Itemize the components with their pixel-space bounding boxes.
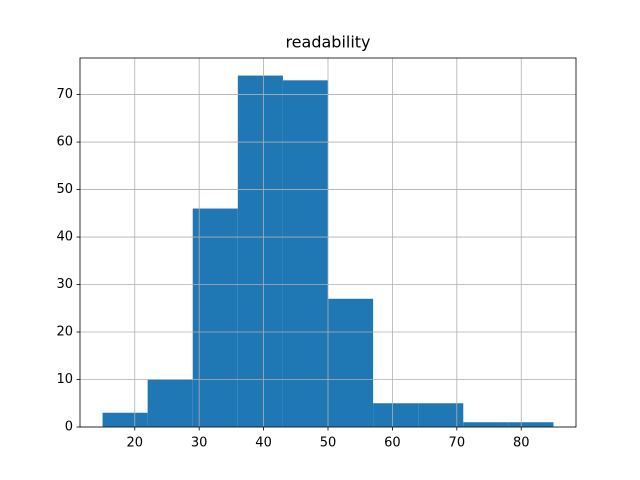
x-tick-label: 60	[384, 436, 401, 451]
x-tick-label: 40	[255, 436, 272, 451]
y-tick-label: 40	[56, 230, 73, 245]
x-tick-label: 20	[126, 436, 143, 451]
y-tick-label: 70	[56, 87, 73, 102]
bar	[282, 80, 328, 427]
bar	[508, 422, 554, 427]
bar	[192, 208, 238, 427]
y-tick-label: 30	[56, 277, 73, 292]
bar	[237, 75, 283, 428]
bar	[102, 412, 148, 427]
x-tick-label: 80	[513, 436, 530, 451]
y-tick-label: 50	[56, 182, 73, 197]
plot-frame	[79, 57, 577, 428]
chart-title: readability	[285, 33, 370, 52]
y-tick-label: 20	[56, 325, 73, 340]
x-tick-label: 30	[191, 436, 208, 451]
x-tick-label: 50	[320, 436, 337, 451]
bar	[463, 422, 509, 427]
x-tick-label: 70	[449, 436, 466, 451]
bar	[328, 298, 374, 427]
bar	[418, 403, 464, 427]
y-tick-label: 60	[56, 135, 73, 150]
y-tick-label: 10	[56, 372, 73, 387]
bar	[373, 403, 419, 427]
y-tick-label: 0	[65, 420, 73, 435]
bar	[147, 379, 193, 427]
